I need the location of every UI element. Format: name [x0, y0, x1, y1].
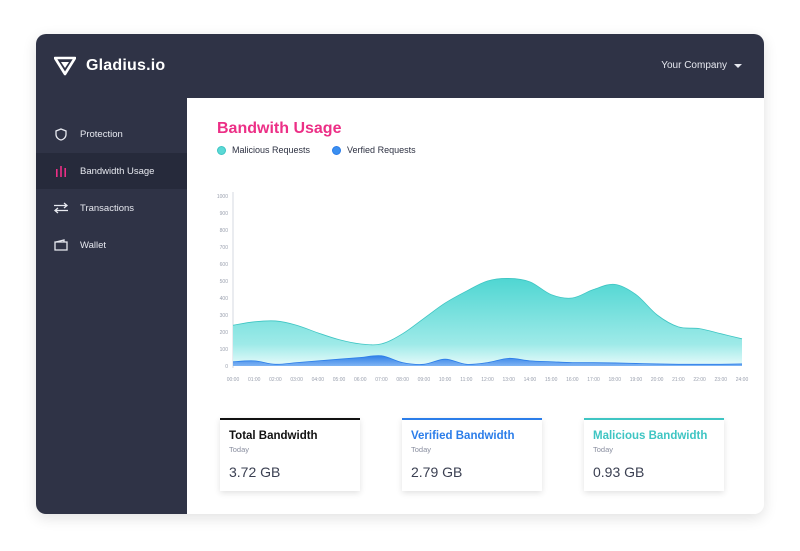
card-malicious-bandwidth: Malicious Bandwidth Today 0.93 GB [584, 418, 724, 491]
x-tick-label: 03:00 [290, 377, 303, 383]
company-name: Your Company [661, 60, 727, 71]
brand[interactable]: Gladius.io [54, 56, 165, 76]
x-tick-label: 13:00 [502, 377, 515, 383]
card-value: 0.93 GB [593, 464, 645, 480]
legend-verified-dot [332, 145, 342, 155]
legend-malicious-label: Malicious Requests [232, 145, 311, 155]
card-value: 3.72 GB [229, 464, 281, 480]
app-window: Gladius.io Your Company Protection Bandw… [36, 34, 764, 514]
shield-icon [52, 127, 70, 141]
legend-verified-label: Verfied Requests [347, 145, 416, 155]
bandwidth-chart: 0 100 200 300 400 500 600 700 800 900 1000 00:00 01:… [217, 192, 749, 383]
x-tick-label: 08:00 [396, 377, 409, 383]
x-tick-label: 14:00 [524, 377, 537, 383]
bar-chart-icon [52, 164, 70, 178]
x-tick-label: 09:00 [418, 377, 431, 383]
y-tick-label: 300 [220, 313, 229, 319]
card-value: 2.79 GB [411, 464, 463, 480]
y-tick-label: 0 [225, 364, 228, 370]
x-tick-label: 02:00 [269, 377, 282, 383]
x-tick-label: 04:00 [312, 377, 325, 383]
sidebar-item-wallet[interactable]: Wallet [36, 227, 187, 263]
y-tick-label: 1000 [217, 194, 228, 200]
x-tick-label: 11:00 [460, 377, 472, 383]
y-tick-label: 100 [220, 347, 229, 353]
card-title: Verified Bandwidth [411, 430, 515, 442]
brand-name: Gladius.io [86, 57, 166, 74]
chart-legend: Malicious Requests Verfied Requests [217, 145, 416, 155]
y-tick-label: 900 [220, 211, 229, 217]
x-tick-label: 15:00 [545, 377, 558, 383]
series-verified-area [233, 355, 742, 366]
sidebar-item-label: Wallet [80, 239, 107, 251]
series-verified-line [232, 355, 743, 365]
x-tick-label: 05:00 [333, 377, 346, 383]
y-tick-label: 700 [220, 245, 229, 251]
card-total-bandwidth: Total Bandwidth Today 3.72 GB [220, 418, 360, 491]
series-malicious-line [232, 278, 743, 346]
x-tick-label: 22:00 [693, 377, 706, 383]
x-tick-label: 01:00 [248, 377, 261, 383]
y-tick-label: 500 [220, 279, 229, 285]
main-content: Bandwith Usage Malicious Requests Verfie… [187, 98, 764, 514]
x-tick-label: 07:00 [375, 377, 388, 383]
page-title: Bandwith Usage [217, 120, 342, 137]
sidebar: Protection Bandwidth Usage Transactions … [36, 98, 187, 514]
card-title: Malicious Bandwidth [593, 430, 708, 442]
x-tick-label: 10:00 [439, 377, 452, 383]
card-subtitle: Today [593, 445, 614, 454]
sidebar-item-label: Protection [80, 128, 123, 140]
card-title: Total Bandwidth [229, 430, 318, 442]
gladius-logo-icon [54, 56, 76, 76]
sidebar-item-label: Transactions [80, 202, 135, 214]
series-malicious-area [233, 278, 742, 366]
x-tick-label: 24:00 [736, 377, 749, 383]
card-verified-bandwidth: Verified Bandwidth Today 2.79 GB [402, 418, 542, 491]
x-tick-label: 21:00 [672, 377, 685, 383]
legend-malicious-dot [217, 145, 226, 155]
y-tick-label: 200 [220, 330, 229, 336]
caret-down-icon [734, 63, 742, 68]
sidebar-item-bandwidth-usage[interactable]: Bandwidth Usage [36, 153, 187, 189]
x-tick-label: 19:00 [630, 377, 643, 383]
x-tick-label: 06:00 [354, 377, 367, 383]
y-tick-label: 600 [220, 262, 229, 268]
x-tick-label: 17:00 [587, 377, 600, 383]
x-tick-label: 18:00 [608, 377, 621, 383]
x-tick-label: 20:00 [651, 377, 664, 383]
sidebar-item-label: Bandwidth Usage [80, 165, 155, 177]
y-tick-label: 800 [220, 228, 229, 234]
x-tick-label: 00:00 [227, 377, 240, 383]
company-dropdown[interactable]: Your Company [661, 60, 742, 71]
x-tick-label: 16:00 [566, 377, 579, 383]
x-tick-label: 23:00 [715, 377, 728, 383]
card-subtitle: Today [229, 445, 250, 454]
sidebar-item-protection[interactable]: Protection [36, 116, 187, 152]
sidebar-item-transactions[interactable]: Transactions [36, 190, 187, 226]
y-tick-label: 400 [220, 296, 229, 302]
wallet-icon [52, 238, 70, 252]
card-subtitle: Today [411, 445, 432, 454]
x-tick-label: 12:00 [481, 377, 494, 383]
top-bar: Gladius.io Your Company [36, 34, 764, 98]
swap-arrows-icon [52, 201, 70, 215]
